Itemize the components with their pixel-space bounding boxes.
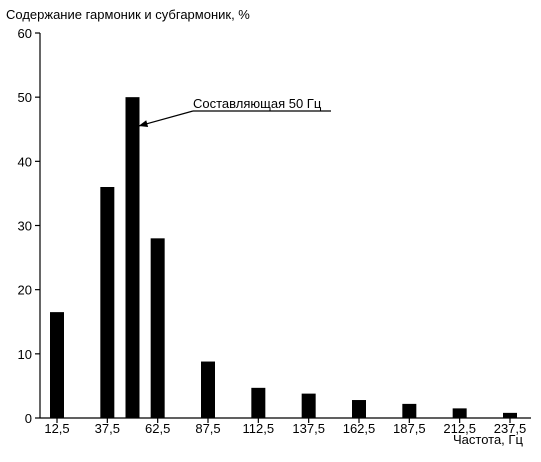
y-tick-label: 50 (18, 90, 32, 105)
x-tick-label: 237,5 (494, 421, 527, 436)
y-tick-label: 60 (18, 26, 32, 41)
x-tick-label: 62,5 (145, 421, 170, 436)
bar (125, 97, 140, 419)
bar (352, 400, 366, 418)
x-tick-label: 87,5 (195, 421, 220, 436)
x-tick-label: 162,5 (343, 421, 376, 436)
annotation-arrowhead (138, 120, 149, 128)
bar (251, 387, 266, 418)
bar (503, 412, 517, 418)
annotation-label: Составляющая 50 Гц (193, 96, 322, 111)
bar (402, 403, 417, 418)
bars (50, 97, 517, 419)
y-axis-label: Содержание гармоник и субгармоник, % (6, 7, 250, 22)
bar (201, 361, 215, 418)
bar (50, 312, 64, 418)
x-ticks: 12,5 37,5 62,5 87,5 112,5 137,5 162,5 187,5 212,… (44, 418, 526, 436)
x-tick-label: 187,5 (393, 421, 426, 436)
x-axis-label: Частота, Гц (453, 432, 523, 447)
bar (100, 187, 115, 418)
y-ticks: 0 10 20 30 40 50 60 (18, 26, 40, 426)
bar (150, 238, 165, 418)
bar (452, 408, 467, 418)
x-tick-label: 37,5 (95, 421, 120, 436)
y-tick-label: 0 (25, 411, 32, 426)
annotation: Составляющая 50 Гц (138, 96, 331, 128)
y-tick-label: 40 (18, 154, 32, 169)
y-tick-label: 30 (18, 219, 32, 234)
x-tick-label: 12,5 (44, 421, 69, 436)
x-tick-label: 212,5 (443, 421, 476, 436)
annotation-leader (138, 110, 194, 127)
x-tick-label: 112,5 (243, 421, 275, 436)
y-tick-label: 10 (18, 347, 32, 362)
x-tick-label: 137,5 (292, 421, 325, 436)
y-tick-label: 20 (18, 283, 32, 298)
bar (301, 393, 316, 418)
